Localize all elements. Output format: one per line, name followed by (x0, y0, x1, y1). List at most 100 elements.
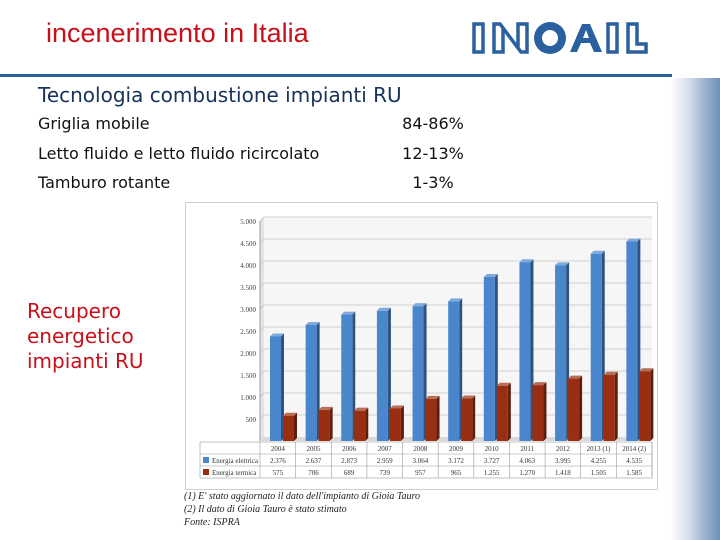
data-label: 1.270 (519, 469, 535, 477)
bar-top (483, 274, 498, 278)
footnote-1: (1) E' stato aggiornato il dato dell'imp… (184, 491, 421, 502)
inail-logo (472, 22, 648, 54)
bar-energia-termica (639, 371, 651, 441)
bar-top (376, 307, 391, 311)
bar-top (555, 262, 570, 266)
x-tick-label: 2005 (306, 445, 321, 453)
data-label: 689 (344, 469, 355, 477)
technology-label-rotary-kiln: Tamburo rotante (38, 173, 171, 192)
x-tick-label: 2004 (271, 445, 286, 453)
bar-top (341, 311, 356, 315)
bar-side (352, 311, 356, 441)
bar-side (365, 407, 369, 441)
data-label: 3.727 (484, 457, 500, 465)
data-table (199, 441, 653, 479)
x-tick-label: 2006 (342, 445, 357, 453)
legend-swatch (203, 457, 209, 463)
bar-energia-elettrica (483, 277, 495, 441)
bar-top (590, 250, 605, 254)
bar-side (614, 371, 618, 441)
bar-side (436, 395, 440, 441)
gridline (259, 216, 652, 222)
data-label: 2.959 (377, 457, 393, 465)
bar-energia-elettrica (590, 253, 602, 441)
y-tick-label: 2.000 (240, 350, 256, 358)
bar-top (354, 407, 369, 411)
bar-energia-elettrica (626, 241, 638, 441)
slide-header: incenerimento in Italia (0, 0, 720, 76)
legend-label: Energia elettrica (212, 457, 259, 465)
bar-energia-elettrica (305, 324, 317, 441)
data-label: 4.063 (519, 457, 535, 465)
bar-top (425, 395, 440, 399)
y-tick-label: 3.000 (240, 306, 256, 314)
bar-top (568, 375, 583, 379)
bar-energia-termica (496, 385, 508, 441)
data-label: 1.418 (555, 469, 571, 477)
bar-side (329, 406, 333, 441)
data-label: 1.505 (591, 469, 607, 477)
data-label: 3.995 (555, 457, 571, 465)
y-tick-label: 4.500 (240, 240, 256, 248)
bar-energia-termica (532, 385, 544, 441)
bar-top (412, 303, 427, 307)
bar-energia-elettrica (555, 265, 567, 441)
data-label: 2.376 (270, 457, 286, 465)
chart-footnotes: (1) E' stato aggiornato il dato dell'imp… (184, 490, 420, 529)
x-tick-label: 2011 (520, 445, 534, 453)
x-tick-label: 2010 (485, 445, 500, 453)
bar-side (650, 368, 654, 441)
bar-side (472, 395, 476, 441)
data-label: 957 (415, 469, 426, 477)
x-tick-label: 2014 (2) (622, 445, 647, 453)
data-label: 4.255 (591, 457, 607, 465)
bar-top (603, 371, 618, 375)
legend-swatch (203, 469, 209, 475)
bar-energia-elettrica (376, 310, 388, 441)
technology-label-grate: Griglia mobile (38, 114, 150, 133)
bar-energia-elettrica (270, 336, 281, 441)
slide-title: incenerimento in Italia (46, 18, 309, 48)
bar-energia-elettrica (448, 301, 460, 441)
data-label: 1.585 (626, 469, 642, 477)
y-tick-label: 1.500 (240, 372, 256, 380)
gridline (259, 238, 652, 244)
bar-top (318, 406, 333, 410)
bar-top (283, 412, 297, 416)
energy-recovery-note: Recupero energetico impianti RU (27, 299, 144, 373)
bar-top (461, 395, 476, 399)
bar-side (294, 412, 297, 441)
data-label: 4.535 (626, 457, 642, 465)
technology-share-fluidized-bed: 12-13% (402, 144, 464, 163)
decorative-band (670, 0, 720, 540)
bar-energia-elettrica (412, 306, 424, 441)
bar-side (400, 405, 404, 441)
bar-energia-termica (354, 410, 366, 441)
y-tick-label: 500 (246, 416, 257, 424)
data-label: 3.064 (412, 457, 428, 465)
data-label: 1.255 (484, 469, 500, 477)
y-tick-label: 1.000 (240, 394, 256, 402)
x-tick-label: 2009 (449, 445, 464, 453)
y-tick-label: 2.500 (240, 328, 256, 336)
bar-side (543, 382, 547, 441)
technology-share-rotary-kiln: 1-3% (412, 173, 454, 192)
data-label: 575 (273, 469, 284, 477)
x-tick-label: 2007 (378, 445, 393, 453)
decorative-band-cap (670, 0, 720, 78)
bar-energia-termica (568, 378, 580, 441)
footnote-source: Fonte: ISPRA (184, 517, 240, 528)
y-tick-label: 3.500 (240, 284, 256, 292)
bar-top (389, 405, 404, 409)
bar-energia-termica (603, 374, 615, 441)
data-label: 2.637 (306, 457, 322, 465)
bar-top (305, 321, 320, 325)
bar-side (281, 333, 284, 441)
bar-energia-termica (283, 415, 294, 441)
section-subtitle: Tecnologia combustione impianti RU (38, 83, 402, 107)
data-label: 706 (308, 469, 319, 477)
x-tick-label: 2012 (556, 445, 571, 453)
bar-side (387, 307, 391, 441)
data-label: 3.172 (448, 457, 464, 465)
bar-energia-termica (389, 408, 401, 441)
